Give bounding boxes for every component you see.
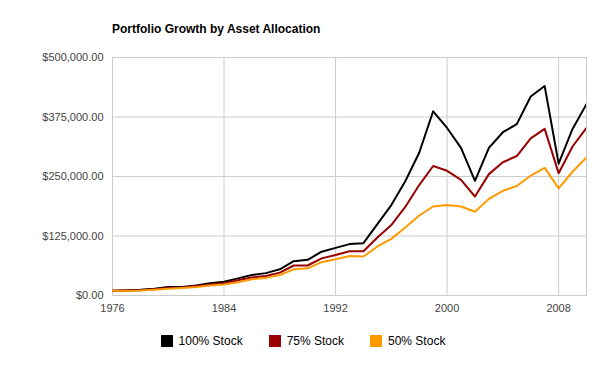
svg-text:$500,000.00: $500,000.00 (42, 51, 103, 63)
html-text:75% Stock: 75% Stock (286, 334, 344, 348)
svg-text:$375,000.00: $375,000.00 (42, 111, 103, 123)
svg-text:$250,000.00: $250,000.00 (42, 170, 103, 182)
svg-text:2000: 2000 (435, 302, 459, 314)
html-text:50% Stock: 50% Stock (388, 334, 446, 348)
svg-text:1984: 1984 (212, 302, 236, 314)
svg-text:$125,000.00: $125,000.00 (42, 230, 103, 242)
html-text:Portfolio Growth by Asset Allo: Portfolio Growth by Asset Allocation (112, 22, 321, 36)
svg-text:1976: 1976 (100, 302, 124, 314)
svg-text:$0.00: $0.00 (76, 289, 104, 301)
svg-text:1992: 1992 (323, 302, 347, 314)
html-text:100% Stock: 100% Stock (178, 334, 243, 348)
svg-text:2008: 2008 (546, 302, 570, 314)
